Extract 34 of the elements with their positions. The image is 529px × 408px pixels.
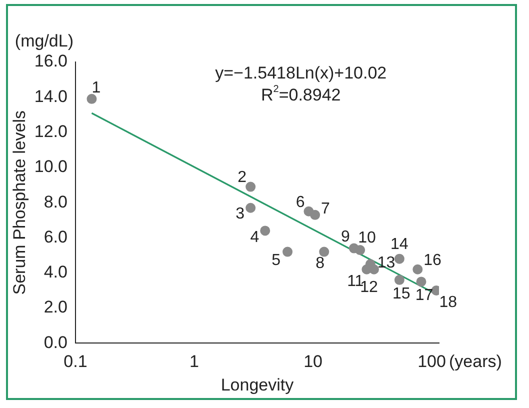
annotation: 8 (316, 255, 325, 272)
y-tick-label: 4.0 (44, 262, 68, 282)
annotation: 3 (236, 205, 245, 222)
y-tick-label: 14.0 (34, 86, 68, 106)
x-tick-label: 0.1 (64, 352, 88, 372)
annotation: 16 (424, 252, 442, 269)
annotation: 17 (415, 287, 434, 304)
annotation: 15 (392, 285, 410, 302)
y-tick-label: 16.0 (34, 52, 68, 71)
annotation: 9 (341, 228, 350, 246)
annotation: 14 (390, 236, 408, 254)
annotation: 4 (250, 229, 260, 246)
y-tick-label: 0.0 (44, 332, 68, 352)
annotation: 2 (238, 169, 247, 186)
x-tick-label: 100 (418, 352, 446, 372)
text: (mg/dL) (14, 32, 74, 51)
y-tick-label: 12.0 (34, 122, 68, 141)
y-axis-title: Serum Phosphate levels (10, 110, 29, 295)
y-tick-label: 2.0 (44, 298, 68, 317)
annotation: 7 (321, 200, 330, 218)
annotation: 10 (358, 229, 376, 246)
text: (years) (449, 352, 502, 371)
x-tick-label: 10 (304, 352, 322, 372)
annotation: y=−1.5418Ln(x)+10.02 (215, 64, 387, 83)
annotation: 18 (439, 294, 458, 311)
annotation: 13 (377, 254, 396, 272)
x-axis-title: Longevity (220, 375, 294, 394)
annotation: 1 (92, 79, 101, 96)
y-tick-label: 6.0 (44, 227, 68, 246)
y-tick-label: 8.0 (44, 192, 68, 212)
annotation: 5 (272, 252, 281, 270)
y-tick-label: 10.0 (34, 157, 68, 176)
x-tick-label: 1 (190, 352, 199, 372)
annotation: 6 (296, 194, 305, 211)
